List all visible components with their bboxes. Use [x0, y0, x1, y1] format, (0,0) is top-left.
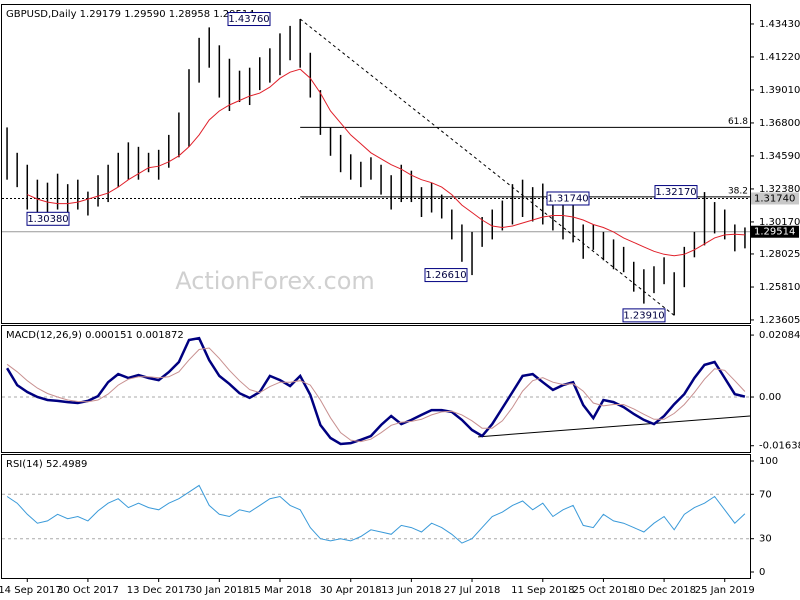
x-tick-label: 30 Apr 2018	[320, 585, 382, 596]
annotation-box	[546, 191, 590, 206]
series-line	[6, 484, 746, 544]
y-tick-label: 1.32380	[759, 184, 800, 195]
x-tick-label: 25 Oct 2018	[573, 585, 635, 596]
panel-title: GBPUSD,Daily 1.29179 1.29590 1.28958 1.2…	[6, 9, 255, 20]
y-tick-label: 1.43430	[759, 19, 800, 30]
y-tick-label: 0.00	[759, 392, 781, 403]
y-tick-label: 100	[759, 456, 778, 467]
x-tick-label: 27 Jul 2018	[444, 585, 501, 596]
y-tick-label: 1.25810	[759, 282, 800, 293]
annotation-label: 1.31740	[547, 193, 588, 204]
series-line	[6, 347, 746, 443]
fib-label: 38.2	[728, 186, 748, 196]
y-tick-label: 30	[759, 534, 772, 545]
annotation-label: 1.30380	[27, 214, 68, 225]
y-tick-label: 1.28025	[759, 249, 800, 260]
x-tick-label: 13 Dec 2017	[127, 585, 191, 596]
y-tick-label: 0.020848	[759, 330, 800, 341]
y-tick-label: 1.39010	[759, 85, 800, 96]
y-tick-label: 70	[759, 489, 772, 500]
x-tick-label: 11 Sep 2018	[511, 585, 574, 596]
x-tick-label: 15 Mar 2018	[248, 585, 311, 596]
x-tick-label: 25 Jan 2019	[695, 585, 755, 596]
trendline	[299, 18, 675, 316]
y-tick-label: -0.016389	[759, 441, 800, 452]
x-tick-label: 10 Dec 2018	[632, 585, 696, 596]
price-box-label: 1.31740	[754, 193, 795, 204]
annotation-label: 1.23910	[623, 310, 664, 321]
panel-title: MACD(12,26,9) 0.000151 0.001872	[6, 330, 184, 341]
series-line	[27, 68, 745, 257]
y-tick-label: 0	[759, 567, 765, 578]
annotation-box	[424, 268, 468, 283]
x-tick-label: 13 Jun 2018	[381, 585, 441, 596]
annotation-label: 1.32170	[655, 187, 696, 198]
annotation-box	[654, 185, 698, 200]
annotation-label: 1.26610	[425, 270, 466, 281]
annotation-box	[622, 308, 666, 323]
x-tick-label: 30 Oct 2017	[57, 585, 119, 596]
price-box-label: 1.29514	[754, 227, 795, 238]
y-tick-label: 1.23605	[759, 315, 800, 326]
price-box	[751, 225, 799, 238]
main-panel	[1, 4, 751, 324]
annotation-box	[227, 12, 271, 27]
panel-title: RSI(14) 52.4989	[6, 459, 87, 470]
y-tick-label: 1.30170	[759, 217, 800, 228]
macd-panel	[1, 325, 751, 453]
watermark: ActionForex.com	[175, 267, 375, 295]
fib-label: 61.8	[728, 117, 748, 127]
trendline	[478, 415, 751, 438]
price-box	[751, 192, 799, 205]
x-tick-label: 14 Sep 2017	[0, 585, 62, 596]
y-tick-label: 1.41220	[759, 52, 800, 63]
annotation-label: 1.43760	[228, 14, 269, 25]
y-tick-label: 1.34590	[759, 151, 800, 162]
x-tick-label: 30 Jan 2018	[189, 585, 249, 596]
y-tick-label: 1.36800	[759, 118, 800, 129]
annotation-box	[26, 211, 70, 226]
rsi-panel	[1, 454, 751, 579]
series-line	[6, 336, 746, 446]
